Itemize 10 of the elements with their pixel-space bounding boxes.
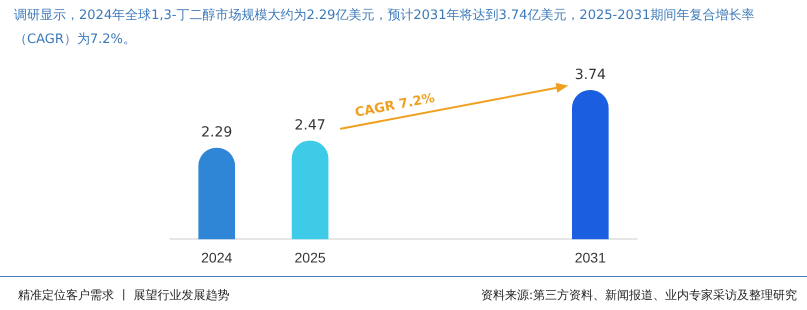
x-tick-label: 2031 [574, 249, 606, 266]
chart-title: 调研显示，2024年全球1,3-丁二醇市场规模大约为2.29亿美元，预计2031年将达到3.74亿美元，2025-2031期间年复合增长率（CAGR）为7.2%。 [14, 7, 756, 49]
x-tick-label: 2024 [201, 249, 232, 266]
data-label: 2.29 [201, 124, 232, 141]
x-tick-label: 2025 [294, 249, 326, 266]
data-label: 2.47 [294, 118, 326, 134]
text: 精准定位客户需求 丨 展望行业发展趋势 [18, 287, 230, 304]
annotation: CAGR 7.2% [354, 90, 436, 121]
data-label: 3.74 [574, 66, 606, 83]
text: 资料来源:第三方资料、新闻报道、业内专家采访及整理研究 [480, 287, 797, 304]
